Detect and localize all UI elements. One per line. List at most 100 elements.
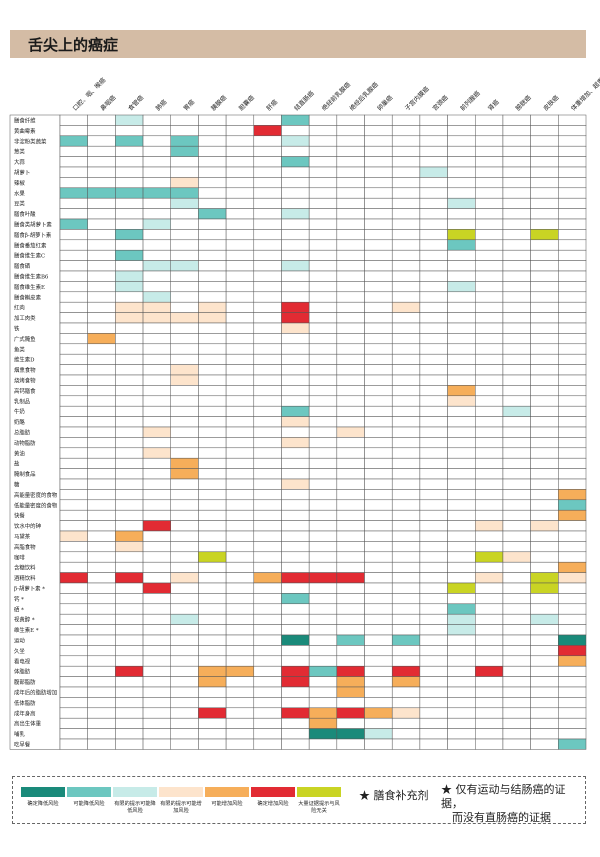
heatmap-cell <box>170 676 199 688</box>
heatmap-cell <box>198 312 227 324</box>
heatmap-cell <box>115 239 144 251</box>
heatmap-cell <box>530 187 559 199</box>
heatmap-cell <box>530 218 559 230</box>
heatmap-cell <box>281 645 310 657</box>
heatmap-cell <box>475 333 504 345</box>
heatmap-cell <box>447 541 476 553</box>
heatmap-cell <box>391 218 421 230</box>
heatmap-cell <box>475 260 504 272</box>
heatmap-cell <box>336 343 365 355</box>
heatmap-cell <box>142 156 171 168</box>
heatmap-cell <box>502 249 531 261</box>
heatmap-cell <box>142 634 171 646</box>
heatmap-cell <box>115 686 144 698</box>
legend-swatch <box>67 787 111 797</box>
heatmap-cell <box>198 728 227 740</box>
heatmap-cell <box>59 249 88 261</box>
heatmap-cell <box>419 260 448 272</box>
heatmap-cell <box>59 499 88 511</box>
heatmap-cell <box>225 613 255 625</box>
heatmap-cell <box>87 281 116 293</box>
heatmap-cell <box>308 187 338 199</box>
heatmap-cell <box>419 405 448 417</box>
heatmap-cell <box>530 530 559 542</box>
heatmap-cell <box>558 645 587 657</box>
heatmap-cell <box>502 624 531 636</box>
heatmap-cell <box>225 114 255 126</box>
heatmap-cell <box>142 457 171 469</box>
heatmap-cell <box>475 665 504 677</box>
heatmap-cell <box>170 249 199 261</box>
heatmap-cell <box>364 364 393 376</box>
heatmap-cell <box>447 291 476 303</box>
heatmap-cell <box>59 478 88 490</box>
heatmap-cell <box>475 114 504 126</box>
heatmap-cell <box>87 457 116 469</box>
heatmap-cell <box>336 478 365 490</box>
heatmap-cell <box>502 655 531 667</box>
heatmap-cell <box>170 187 199 199</box>
heatmap-cell <box>364 676 393 688</box>
heatmap-cell <box>115 385 144 397</box>
legend-label: 可能增加风险 <box>211 801 243 807</box>
heatmap-cell <box>530 489 559 501</box>
heatmap-cell <box>447 655 476 667</box>
heatmap-cell <box>87 437 116 449</box>
heatmap-cell <box>364 468 393 480</box>
heatmap-cell <box>391 281 421 293</box>
heatmap-cell <box>115 530 144 542</box>
heatmap-cell <box>225 197 255 209</box>
heatmap-cell <box>281 468 310 480</box>
heatmap-cell <box>225 572 255 584</box>
heatmap-cell <box>115 593 144 605</box>
heatmap-cell <box>281 457 310 469</box>
heatmap-cell <box>336 509 365 521</box>
heatmap-cell <box>142 312 171 324</box>
heatmap-cell <box>419 187 448 199</box>
heatmap-cell <box>142 478 171 490</box>
heatmap-cell <box>115 478 144 490</box>
heatmap-cell <box>87 541 116 553</box>
heatmap-cell <box>281 145 310 157</box>
row-label: 马黛茶 <box>14 532 31 540</box>
heatmap-cell <box>336 145 365 157</box>
heatmap-cell <box>87 530 116 542</box>
heatmap-cell <box>336 676 365 688</box>
heatmap-cell <box>59 187 88 199</box>
heatmap-cell <box>225 561 255 573</box>
column-label: 子宫内膜癌 <box>403 85 431 113</box>
heatmap-cell <box>142 717 171 729</box>
heatmap-cell <box>391 249 421 261</box>
heatmap-cell <box>198 551 227 563</box>
column-label: 卵巢癌 <box>376 94 395 113</box>
heatmap-cell <box>142 707 171 719</box>
heatmap-cell <box>281 197 310 209</box>
row-label: 烟熏食物 <box>14 366 36 374</box>
heatmap-cell <box>530 364 559 376</box>
heatmap-cell <box>115 437 144 449</box>
column-label: 食管癌 <box>126 94 145 113</box>
heatmap-cell <box>87 665 116 677</box>
heatmap-cell <box>364 301 393 313</box>
heatmap-cell <box>558 156 587 168</box>
heatmap-cell <box>198 249 227 261</box>
heatmap-cell <box>87 624 116 636</box>
heatmap-cell <box>419 125 448 137</box>
heatmap-cell <box>336 405 365 417</box>
heatmap-cell <box>530 197 559 209</box>
heatmap-cell <box>419 291 448 303</box>
heatmap-cell <box>59 322 88 334</box>
heatmap-cell <box>198 208 227 220</box>
heatmap-cell <box>558 593 587 605</box>
heatmap-cell <box>170 145 199 157</box>
heatmap-cell <box>364 385 393 397</box>
heatmap-cell <box>198 561 227 573</box>
heatmap-cell <box>308 624 338 636</box>
heatmap-cell <box>391 177 421 189</box>
heatmap-cell <box>142 291 171 303</box>
legend-swatch <box>297 787 341 797</box>
heatmap-cell <box>558 145 587 157</box>
heatmap-cell <box>308 208 338 220</box>
heatmap-cell <box>59 613 88 625</box>
heatmap-cell <box>253 229 282 241</box>
